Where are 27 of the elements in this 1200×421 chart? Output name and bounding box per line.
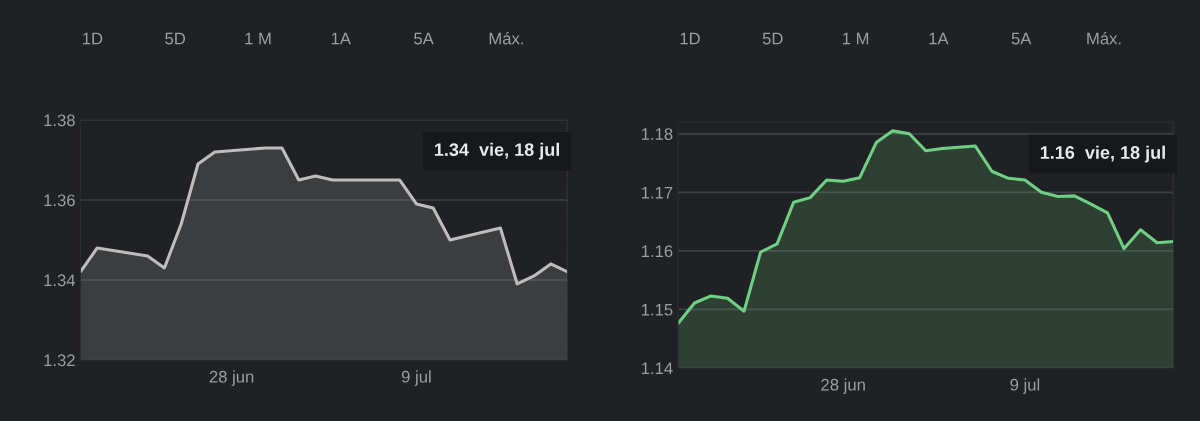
- text: 5D: [762, 32, 783, 45]
- x-tick-label: 9 jul: [401, 370, 431, 386]
- text: 1A: [331, 32, 351, 45]
- text: 1 M: [245, 32, 271, 45]
- y-tick-label: 1.34: [44, 274, 76, 287]
- y-tick-label: 1.36: [44, 194, 75, 207]
- y-tick-label: 1.15: [641, 303, 673, 316]
- text: Máx.: [1087, 32, 1121, 45]
- y-tick-label: 1.32: [44, 354, 75, 367]
- text: Máx.: [489, 32, 523, 45]
- text: 1D: [680, 32, 700, 45]
- text: 5A: [1011, 32, 1032, 45]
- x-tick-label: 9 jul: [1010, 378, 1040, 394]
- annotation: 1.34 vie, 18 jul: [434, 142, 560, 160]
- y-tick-label: 1.14: [641, 362, 673, 374]
- text: 5A: [414, 32, 434, 45]
- x-tick-label: 28 jun: [821, 378, 865, 394]
- text: 5D: [165, 32, 186, 45]
- y-tick-label: 1.17: [641, 186, 673, 199]
- x-tick-label: 28 jun: [209, 370, 254, 386]
- annotation: 1.16 vie, 18 jul: [1040, 145, 1165, 163]
- text: 1D: [83, 32, 103, 45]
- text: 1A: [929, 32, 949, 45]
- y-tick-label: 1.18: [641, 128, 673, 140]
- y-tick-label: 1.16: [641, 245, 673, 258]
- y-tick-label: 1.38: [44, 114, 75, 127]
- text: 1 M: [842, 32, 869, 45]
